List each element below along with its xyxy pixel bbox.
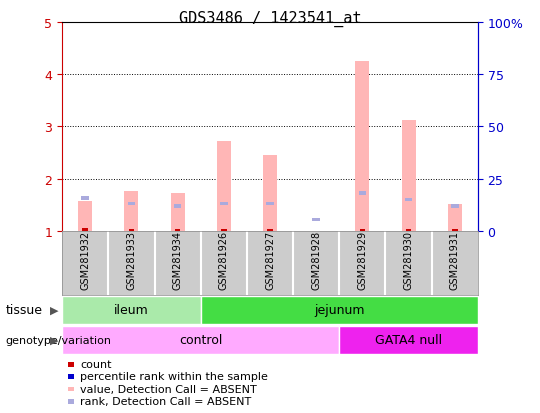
Bar [451, 205, 458, 209]
Bar [312, 218, 320, 222]
Text: value, Detection Call = ABSENT: value, Detection Call = ABSENT [80, 384, 257, 394]
Text: GSM281933: GSM281933 [126, 230, 137, 290]
Bar [313, 231, 319, 234]
Text: percentile rank within the sample: percentile rank within the sample [80, 371, 268, 381]
Text: GATA4 null: GATA4 null [375, 333, 442, 347]
Bar [406, 230, 411, 233]
Bar [339, 326, 478, 354]
Bar [174, 204, 181, 208]
Text: genotype/variation: genotype/variation [5, 335, 111, 345]
Bar [267, 230, 273, 233]
Bar [405, 198, 413, 202]
Text: GSM281927: GSM281927 [265, 230, 275, 290]
Bar [62, 296, 201, 324]
Bar [263, 155, 277, 231]
Bar [175, 230, 180, 233]
Text: GSM281934: GSM281934 [173, 230, 183, 290]
Bar [124, 191, 138, 231]
Text: ▶: ▶ [50, 305, 58, 315]
Bar [171, 193, 185, 231]
Text: count: count [80, 359, 112, 369]
Text: GSM281932: GSM281932 [80, 230, 90, 290]
Bar [355, 62, 369, 231]
Text: GSM281930: GSM281930 [403, 230, 414, 290]
Bar [220, 202, 228, 206]
Text: tissue: tissue [5, 304, 43, 317]
Bar [83, 229, 88, 231]
Bar [360, 230, 365, 233]
Text: GSM281928: GSM281928 [311, 230, 321, 290]
Bar [78, 201, 92, 231]
Bar [82, 197, 89, 200]
Text: GSM281931: GSM281931 [450, 230, 460, 290]
Text: GSM281929: GSM281929 [357, 230, 367, 290]
Bar [448, 205, 462, 231]
Text: jejunum: jejunum [314, 304, 364, 317]
Text: ▶: ▶ [50, 335, 58, 345]
Bar [217, 142, 231, 231]
Text: GSM281926: GSM281926 [219, 230, 229, 290]
Bar [201, 296, 478, 324]
Text: rank, Detection Call = ABSENT: rank, Detection Call = ABSENT [80, 396, 252, 406]
Bar [62, 326, 339, 354]
Text: control: control [179, 333, 222, 347]
Bar [359, 192, 366, 196]
Text: GDS3486 / 1423541_at: GDS3486 / 1423541_at [179, 10, 361, 26]
Bar [266, 202, 274, 206]
Bar [127, 202, 135, 206]
Bar [452, 230, 457, 233]
Bar [402, 121, 415, 231]
Text: ileum: ileum [114, 304, 149, 317]
Bar [129, 230, 134, 233]
Bar [221, 230, 227, 233]
